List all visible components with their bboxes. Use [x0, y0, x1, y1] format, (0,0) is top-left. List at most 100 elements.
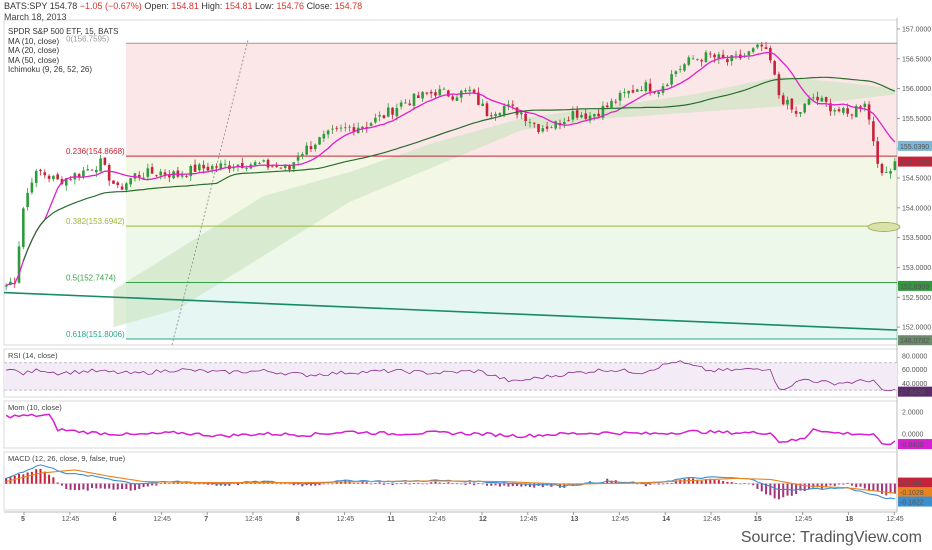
momentum-title: Mom (10, close): [8, 403, 62, 412]
macd-hist-bar: [314, 483, 317, 486]
candle-body: [601, 105, 605, 118]
candle-body: [520, 112, 523, 115]
macd-hist-bar: [868, 483, 871, 491]
macd-hist-bar: [249, 483, 252, 484]
macd-hist-bar: [850, 483, 853, 486]
momentum-marker-label: -0.9400: [900, 442, 924, 449]
candle-body: [807, 98, 811, 105]
candle-body: [335, 127, 339, 129]
macd-hist-bar: [760, 483, 763, 492]
candle-body: [696, 58, 699, 60]
candle-body: [575, 110, 579, 118]
candle-body: [64, 178, 68, 186]
legend-ichimoku[interactable]: Ichimoku (9, 26, 52, 26): [8, 65, 93, 74]
candle-body: [215, 166, 218, 168]
candle-body: [713, 54, 716, 58]
candle-body: [137, 174, 141, 177]
macd-hist-bar: [846, 482, 849, 484]
legend-series[interactable]: SPDR S&P 500 ETF, 15, BATS: [8, 27, 119, 36]
candle-body: [271, 166, 274, 168]
close-label: Close:: [306, 1, 333, 11]
macd-hist-bar: [133, 483, 136, 491]
candle-body: [769, 48, 772, 61]
low-value: 154.76: [276, 1, 305, 11]
macd-hist-bar: [26, 472, 29, 484]
legend-ma10[interactable]: MA (10, close): [8, 36, 60, 46]
macd-hist-bar: [670, 482, 673, 484]
high-value: 154.81: [224, 1, 253, 11]
momentum-line: [5, 413, 896, 446]
macd-hist-bar: [35, 469, 38, 484]
macd-hist-bar: [516, 483, 519, 487]
candle-body: [429, 91, 433, 94]
price-marker-box: [898, 335, 932, 346]
candle-body: [155, 175, 158, 177]
candle-body: [361, 126, 364, 130]
ma50-line: [22, 76, 896, 262]
candle-body: [374, 117, 377, 123]
candle-body: [395, 107, 399, 117]
candle-body: [399, 102, 403, 107]
macd-hist-bar: [163, 482, 166, 484]
candle-body: [730, 55, 734, 62]
candle-body: [150, 167, 154, 174]
macd-hist-bar: [39, 468, 42, 484]
macd-hist-bar: [301, 483, 304, 487]
candle-body: [811, 97, 815, 99]
macd-hist-bar: [752, 483, 755, 486]
rsi-line: [6, 360, 896, 392]
legend-ma50[interactable]: MA (50, close): [8, 55, 60, 65]
candle-body: [721, 54, 725, 59]
macd-hist-bar: [146, 483, 149, 487]
macd-hist-bar: [434, 481, 437, 484]
candle-body: [455, 97, 459, 101]
candle-body: [348, 126, 351, 128]
macd-hist-bar: [662, 483, 665, 485]
candle-body: [850, 114, 854, 116]
candle-body: [854, 106, 858, 118]
macd-hist-bar: [696, 479, 699, 484]
macd-hist-bar: [503, 483, 506, 486]
macd-signal-line: [5, 469, 895, 494]
macd-hist-bar: [73, 483, 76, 491]
time-tick-label: 12:45: [245, 516, 263, 523]
macd-hist-bar: [829, 483, 832, 486]
macd-hist-bar: [232, 483, 235, 484]
low-label: Low:: [254, 1, 274, 11]
macd-hist-bar: [129, 483, 132, 491]
macd-hist-bar: [185, 482, 188, 484]
candle-body: [245, 167, 248, 169]
macd-hist-bar: [739, 483, 742, 485]
candle-body: [786, 99, 789, 105]
candle-body: [99, 158, 102, 172]
macd-hist-bar: [142, 483, 145, 488]
candle-body: [322, 133, 326, 139]
rsi-marker-box: [898, 386, 932, 397]
macd-hist-bar: [717, 480, 720, 484]
candle-body: [120, 186, 124, 190]
candle-body: [764, 47, 768, 50]
macd-hist-bar: [812, 483, 815, 488]
macd-hist-bar: [219, 483, 222, 486]
candle-body: [670, 74, 673, 85]
macd-hist-bar: [279, 483, 282, 485]
candle-body: [717, 54, 721, 59]
time-tick-label: 7: [204, 516, 208, 523]
price-tick-label: 152.5000: [902, 295, 931, 302]
candle-body: [301, 154, 304, 157]
rsi-title: RSI (14, close): [8, 351, 58, 360]
time-tick-label: 12:45: [703, 516, 721, 523]
candle-body: [223, 163, 227, 165]
candle-body: [773, 61, 776, 75]
macd-hist-bar: [408, 483, 411, 485]
candle-body: [26, 192, 29, 207]
candle-body: [86, 169, 90, 171]
macd-hist-bar: [473, 483, 476, 486]
macd-hist-bar: [494, 483, 497, 486]
legend-ma20[interactable]: MA (20, close): [8, 46, 60, 55]
macd-hist-bar: [309, 483, 312, 486]
candle-body: [382, 115, 386, 118]
candle-body: [172, 171, 175, 179]
candle-body: [167, 175, 171, 178]
